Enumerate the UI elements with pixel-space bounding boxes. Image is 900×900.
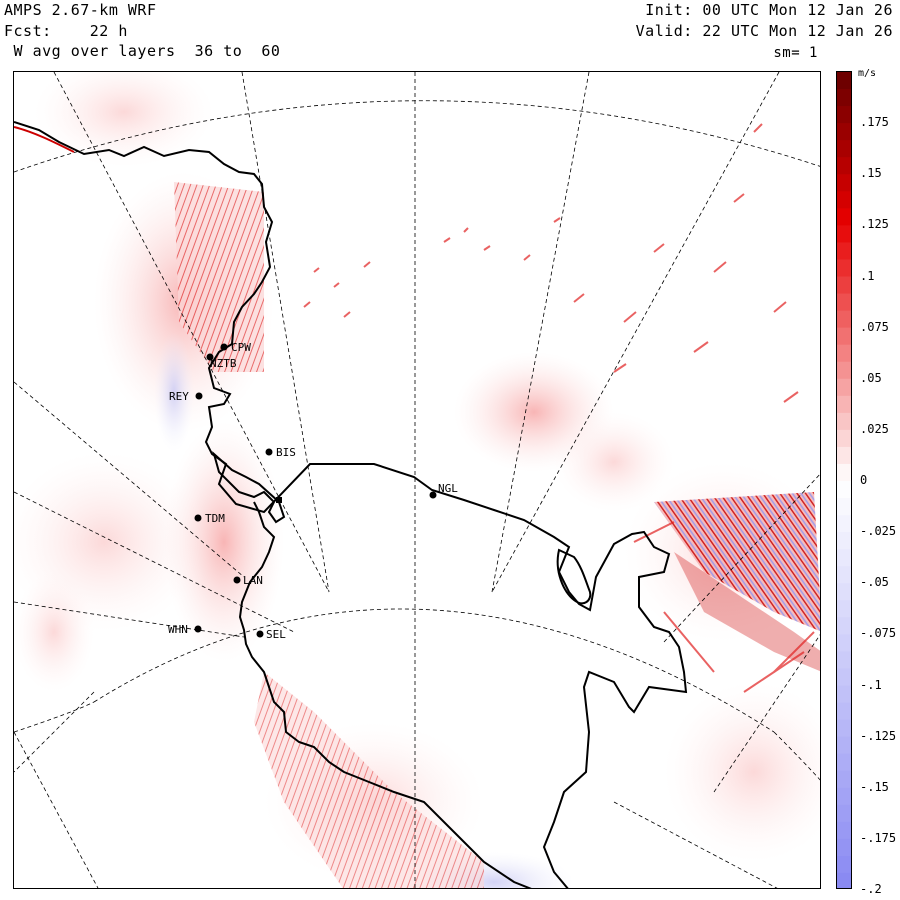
colorbar-swatch [837,855,851,874]
station-label: CPW [231,341,251,354]
colorbar-swatch [837,395,851,414]
colorbar-swatch [837,327,851,346]
colorbar-swatch [837,157,851,175]
colorbar-swatch [837,106,851,124]
colorbar-tick-label: -.125 [860,728,897,743]
station-label: SEL [266,628,286,641]
colorbar-swatch [837,140,851,158]
colorbar-swatch [837,838,851,857]
station-sel[interactable]: SEL [256,628,287,641]
colorbar-tick-label: 0 [860,473,868,487]
colorbar-swatch [837,123,851,141]
colorbar-tick-label: .15 [860,166,882,181]
colorbar-swatch [837,225,851,243]
station-label: WHN [168,623,188,636]
station-label: TDM [205,512,225,525]
colorbar-swatch [837,446,851,465]
colorbar-swatch [837,787,851,806]
station-bis[interactable]: BIS [265,446,296,459]
colorbar-swatch [837,600,851,618]
colorbar-tick-label: -.05 [860,575,889,590]
colorbar-swatch [837,804,851,823]
station-nztb[interactable]: NZTB [206,353,237,371]
map-panel: CPW NZTB REY BIS NGL TDM [13,71,821,889]
coastline [14,121,688,888]
colorbar-swatch [837,259,851,277]
colorbar-swatch [837,208,851,226]
colorbar-swatch [837,549,851,567]
colorbar-tick-label: -.2 [860,882,882,896]
colorbar-unit: m/s [858,68,877,79]
colorbar-swatch [837,634,851,652]
station-label: REY [169,390,189,403]
colorbar-swatch [837,617,851,635]
colorbar-tick-label: .175 [860,115,889,130]
colorbar-swatch [837,498,851,516]
colorbar-swatch [837,668,851,686]
colorbar-swatch [837,242,851,260]
colorbar-tick-label: -.025 [860,524,897,539]
colorbar-swatch [837,736,851,755]
graticule [14,72,820,888]
station-lan[interactable]: LAN [233,574,263,587]
colorbar-swatch [837,72,851,90]
colorbar-swatch [837,651,851,669]
colorbar-swatches [837,72,851,888]
colorbar-tick-label: .05 [860,370,882,385]
colorbar [836,71,852,889]
colorbar-swatch [837,821,851,840]
colorbar-tick-label: -.075 [860,626,897,641]
colorbar-swatch [837,566,851,584]
colorbar-swatch [837,463,851,482]
colorbar-swatch [837,276,851,295]
colorbar-swatch [837,481,851,499]
station-ngl[interactable]: NGL [429,482,459,499]
colorbar-tick-label: .075 [860,319,889,334]
colorbar-swatch [837,770,851,789]
station-rey[interactable]: REY [169,390,203,403]
colorbar-swatch [837,429,851,448]
colorbar-tick-label: .025 [860,421,889,436]
model-title: AMPS 2.67-km WRF [4,1,157,19]
colorbar-swatch [837,378,851,397]
colorbar-swatch [837,89,851,107]
colorbar-tick-label: -.15 [860,779,889,794]
colorbar-swatch [837,872,851,888]
smoothing-label: sm= 1 [773,45,818,61]
colorbar-swatch [837,753,851,772]
station-whn[interactable]: WHN [168,623,202,636]
colorbar-swatch [837,293,851,312]
station-label: BIS [276,446,296,459]
colorbar-swatch [837,532,851,550]
colorbar-tick-label: -.1 [860,677,882,692]
station-tdm[interactable]: TDM [194,512,226,525]
valid-time: Valid: 22 UTC Mon 12 Jan 26 [635,22,893,40]
colorbar-swatch [837,344,851,363]
init-time: Init: 00 UTC Mon 12 Jan 26 [645,1,893,19]
colorbar-swatch [837,361,851,380]
colorbar-tick-label: -.175 [860,830,897,845]
station-markers: CPW NZTB REY BIS NGL TDM [168,341,458,641]
station-label: NGL [438,482,458,495]
forecast-hour: Fcst: 22 h [4,22,128,40]
colorbar-swatch [837,174,851,192]
station-square-marker [276,497,282,503]
colorbar-swatch [837,685,851,704]
colorbar-swatch [837,191,851,209]
colorbar-swatch [837,719,851,738]
colorbar-swatch [837,702,851,721]
station-label: LAN [243,574,263,587]
colorbar-swatch [837,515,851,533]
map-canvas: CPW NZTB REY BIS NGL TDM [14,72,820,888]
colorbar-swatch [837,583,851,601]
w-field-shading [14,72,820,888]
colorbar-tick-label: .1 [860,268,875,283]
station-cpw[interactable]: CPW [220,341,252,354]
station-label: NZTB [210,357,237,370]
colorbar-swatch [837,310,851,329]
colorbar-tick-label: .125 [860,217,889,232]
colorbar-swatch [837,412,851,431]
field-description: W avg over layers 36 to 60 [4,42,281,60]
